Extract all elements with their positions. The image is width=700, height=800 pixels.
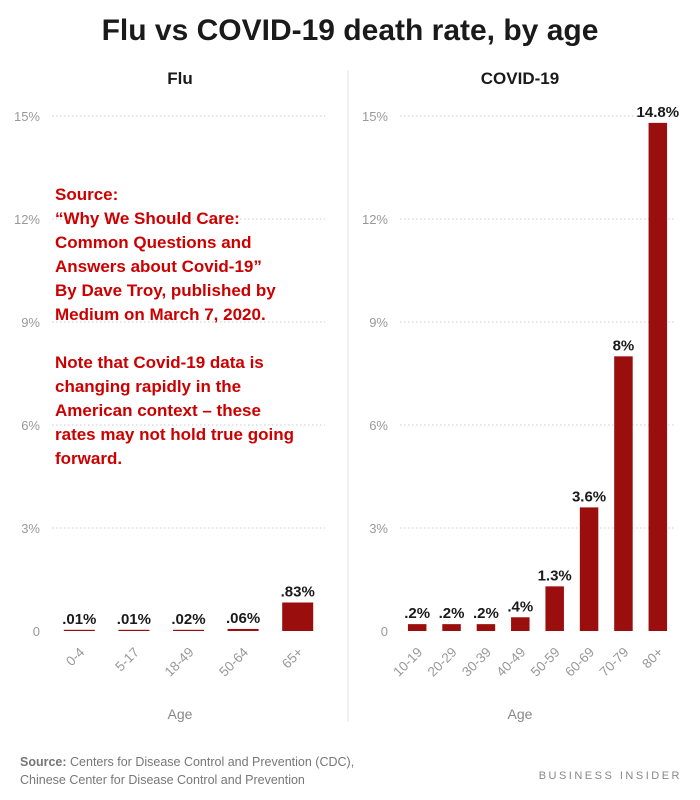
x-tick-label: 0-4 [63, 644, 88, 669]
bar [476, 624, 496, 631]
note-line: Medium on March 7, 2020. [55, 305, 266, 324]
bar [282, 602, 314, 631]
bar [407, 624, 427, 631]
bar [118, 629, 150, 631]
data-label: .4% [507, 598, 533, 615]
data-label: .01% [62, 611, 96, 628]
data-label: .2% [404, 605, 430, 622]
brand-logo-text: BUSINESS INSIDER [538, 770, 682, 782]
note-line: Source: [55, 185, 119, 204]
data-label: .2% [439, 605, 465, 622]
footer-source-text2: Chinese Center for Disease Control and P… [20, 773, 305, 787]
chart-title: Flu vs COVID-19 death rate, by age [101, 14, 599, 47]
data-label: 3.6% [572, 488, 606, 505]
note-line: “Why We Should Care: [55, 209, 240, 228]
y-tick-label: 6% [369, 418, 388, 433]
bar [442, 624, 461, 631]
note-line: rates may not hold true going [55, 425, 294, 444]
bar [63, 629, 95, 631]
y-tick-label: 0 [381, 624, 388, 639]
x-tick-label: 50-64 [216, 644, 251, 679]
x-axis-label: Age [168, 706, 193, 722]
bar [173, 629, 204, 631]
data-label: 14.8% [637, 104, 680, 121]
x-axis-label: Age [508, 706, 533, 722]
note-line: Note that Covid-19 data is [55, 353, 264, 372]
data-label: .83% [281, 584, 315, 601]
x-tick-label: 18-49 [162, 645, 197, 680]
y-tick-label: 9% [21, 315, 40, 330]
footer-source-line1: Source: Centers for Disease Control and … [20, 753, 354, 771]
x-tick-label: 30-39 [459, 645, 494, 680]
y-tick-label: 6% [21, 418, 40, 433]
source-note: Source: “Why We Should Care: Common Ques… [55, 183, 325, 471]
panel-title: Flu [167, 69, 193, 88]
data-label: .06% [226, 610, 260, 627]
x-tick-label: 40-49 [493, 645, 528, 680]
note-line: Common Questions and [55, 233, 252, 252]
x-tick-label: 20-29 [425, 645, 460, 680]
data-label: 8% [613, 337, 635, 354]
note-line: By Dave Troy, published by [55, 281, 276, 300]
note-line: forward. [55, 449, 123, 468]
y-tick-label: 12% [14, 212, 40, 227]
y-tick-label: 12% [362, 212, 388, 227]
y-tick-label: 3% [21, 521, 40, 536]
note-line: changing rapidly in the [55, 377, 242, 396]
bar [614, 356, 633, 631]
data-label: .2% [473, 605, 499, 622]
bar [579, 507, 599, 631]
bar [545, 586, 564, 631]
data-label: 1.3% [538, 567, 572, 584]
footer-source-text1: Centers for Disease Control and Preventi… [66, 755, 355, 769]
x-tick-label: 70-79 [597, 645, 632, 680]
data-label: .01% [117, 611, 151, 628]
x-tick-label: 5-17 [112, 645, 142, 675]
y-tick-label: 3% [369, 521, 388, 536]
note-line: American context – these [55, 401, 261, 420]
data-label: .02% [171, 611, 205, 628]
x-tick-label: 50-59 [528, 645, 563, 680]
bar [511, 617, 530, 631]
bar [648, 122, 668, 631]
x-tick-label: 80+ [639, 644, 666, 671]
x-tick-label: 65+ [279, 644, 306, 671]
bar [227, 628, 259, 631]
x-tick-label: 10-19 [390, 645, 425, 680]
panel-title: COVID-19 [481, 69, 559, 88]
note-gap [55, 327, 325, 351]
footer-source-label: Source: [20, 755, 67, 769]
chart-svg: Flu 0 3% 6% 9% 12% 15% .01% 0-4 .01% 5-17 .02% 18-49… [14, 69, 680, 722]
x-tick-label: 60-69 [562, 645, 597, 680]
note-line: Answers about Covid-19” [55, 257, 262, 276]
y-tick-label: 15% [14, 109, 40, 124]
y-tick-label: 15% [362, 109, 388, 124]
footer-source: Source: Centers for Disease Control and … [20, 753, 354, 789]
y-tick-label: 0 [33, 624, 40, 639]
y-tick-label: 9% [369, 315, 388, 330]
